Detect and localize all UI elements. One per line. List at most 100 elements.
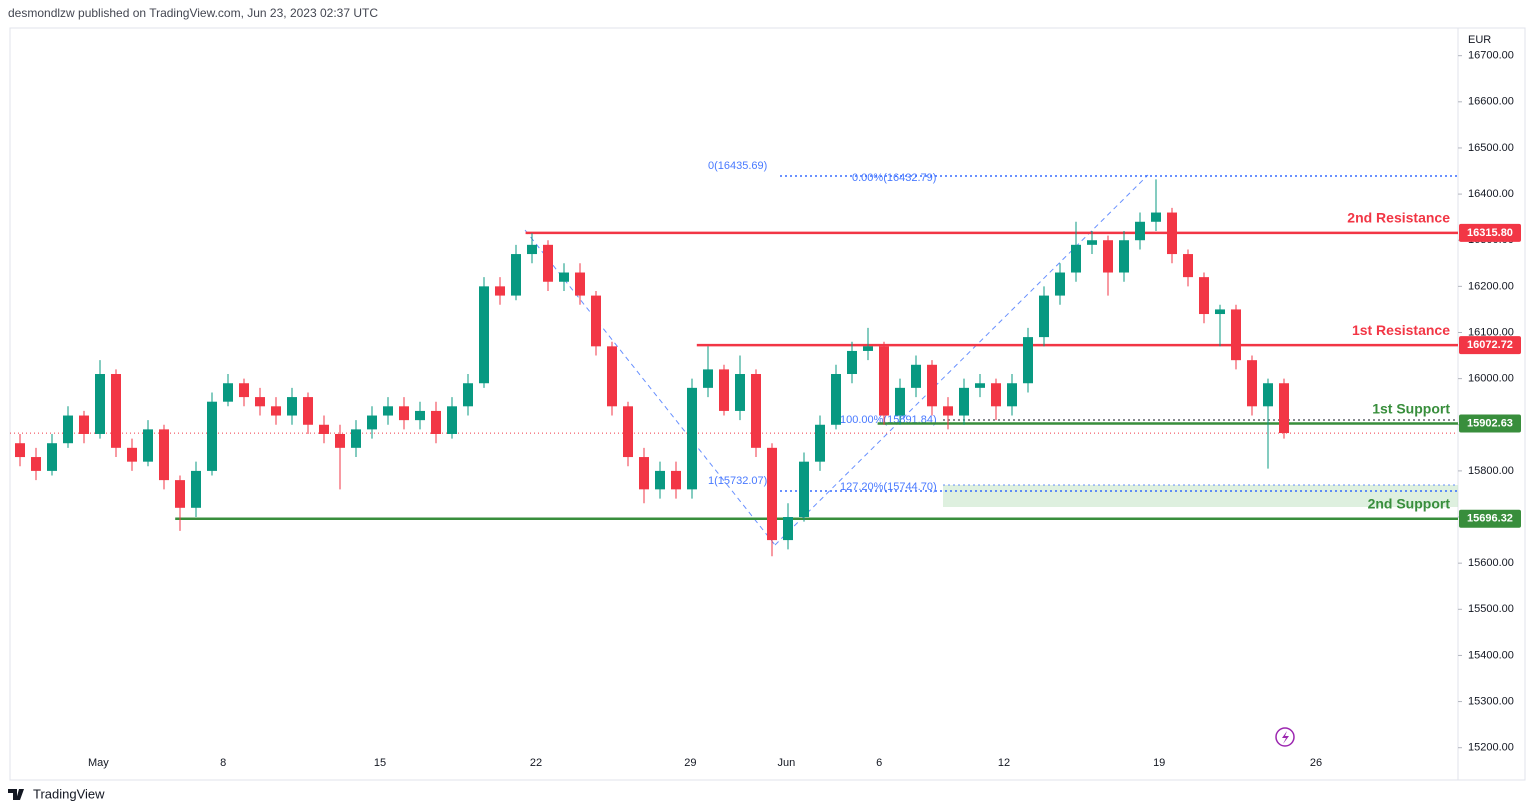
level-label: 15696.32 [1467, 513, 1513, 525]
candle-body [1263, 383, 1273, 407]
candle-body [1279, 383, 1289, 434]
candle-body [559, 272, 569, 282]
candle-body [63, 415, 73, 444]
candle-body [175, 480, 185, 508]
candle-body [1039, 295, 1049, 338]
candle-body [831, 374, 841, 425]
level-box [1459, 336, 1521, 355]
x-tick-label: 29 [684, 757, 696, 769]
x-tick-label: 15 [374, 757, 386, 769]
candle-body [703, 369, 713, 388]
fib-label: 1(15732.07) [708, 475, 767, 487]
y-tick-label: 16400.00 [1468, 188, 1514, 200]
candle-body [959, 387, 969, 416]
candle-body [223, 383, 233, 402]
candle-body [415, 410, 425, 421]
candle-body [399, 406, 409, 421]
candle-body [1103, 240, 1113, 273]
y-tick-label: 15200.00 [1468, 742, 1514, 754]
candle-body [719, 369, 729, 411]
x-tick-label: Jun [778, 757, 796, 769]
fib-label: 0.00%(16432.79) [852, 172, 936, 184]
x-tick-label: 22 [530, 757, 542, 769]
candle-body [191, 470, 201, 508]
candle-body [847, 350, 857, 375]
level-label: 16072.72 [1467, 339, 1513, 351]
candle-body [1199, 277, 1209, 315]
candle-body [351, 429, 361, 448]
candle-body [879, 346, 889, 416]
x-tick-label: 12 [998, 757, 1010, 769]
alert-icon[interactable] [1275, 727, 1295, 747]
candle-body [1023, 337, 1033, 384]
level-box [1459, 223, 1521, 242]
fib-label: 127.20%(15744.70) [840, 481, 937, 493]
level-box [1459, 509, 1521, 528]
candle-body [319, 424, 329, 434]
candle-body [335, 433, 345, 448]
candle-body [1183, 254, 1193, 278]
candle-body [1087, 240, 1097, 245]
brand-logo [8, 789, 24, 800]
brand: TradingView [33, 786, 105, 801]
y-tick-label: 16500.00 [1468, 142, 1514, 154]
level-name: 1st Resistance [1352, 322, 1450, 338]
candle-body [159, 429, 169, 481]
y-tick-label: 15300.00 [1468, 695, 1514, 707]
candle-body [527, 244, 537, 255]
candle-body [1167, 212, 1177, 255]
candle-body [479, 286, 489, 384]
trend-line [524, 229, 776, 546]
y-tick-label: 16200.00 [1468, 280, 1514, 292]
candle-body [799, 461, 809, 518]
candle-body [783, 517, 793, 541]
candle-body [303, 397, 313, 425]
candle-body [1215, 309, 1225, 315]
candle-body [1247, 360, 1257, 407]
candle-body [495, 286, 505, 296]
trend-line [774, 174, 1149, 546]
candle-body [1135, 221, 1145, 241]
candle-body [127, 447, 137, 462]
candle-body [591, 295, 601, 347]
candle-body [111, 374, 121, 448]
candle-body [383, 406, 393, 416]
candle-body [143, 429, 153, 462]
candle-body [79, 415, 89, 434]
candle-body [511, 254, 521, 296]
y-tick-label: 15800.00 [1468, 465, 1514, 477]
candle-body [655, 470, 665, 490]
candle-body [735, 374, 745, 411]
candle-body [767, 447, 777, 541]
candle-body [207, 401, 217, 471]
x-tick-label: May [88, 757, 109, 769]
candle-body [1055, 272, 1065, 296]
candle-body [863, 346, 873, 351]
candle-body [671, 470, 681, 490]
candle-body [975, 383, 985, 388]
y-tick-label: 16000.00 [1468, 373, 1514, 385]
x-tick-label: 19 [1153, 757, 1165, 769]
candle-body [95, 374, 105, 434]
level-label: 15902.63 [1467, 417, 1513, 429]
candle-body [31, 457, 41, 471]
candle-body [815, 424, 825, 462]
y-tick-label: 15600.00 [1468, 557, 1514, 569]
candle-body [607, 346, 617, 407]
candle-body [911, 364, 921, 388]
candle-body [991, 383, 1001, 407]
candle-body [463, 383, 473, 407]
level-label: 16315.80 [1467, 227, 1513, 239]
candle-body [367, 415, 377, 430]
currency: EUR [1468, 34, 1491, 46]
candle-body [623, 406, 633, 458]
candle-body [15, 443, 25, 458]
x-tick-label: 8 [220, 757, 226, 769]
y-tick-label: 16700.00 [1468, 50, 1514, 62]
candle-body [1151, 212, 1161, 222]
candle-body [543, 244, 553, 282]
y-tick-label: 16600.00 [1468, 96, 1514, 108]
candle-body [1231, 309, 1241, 361]
